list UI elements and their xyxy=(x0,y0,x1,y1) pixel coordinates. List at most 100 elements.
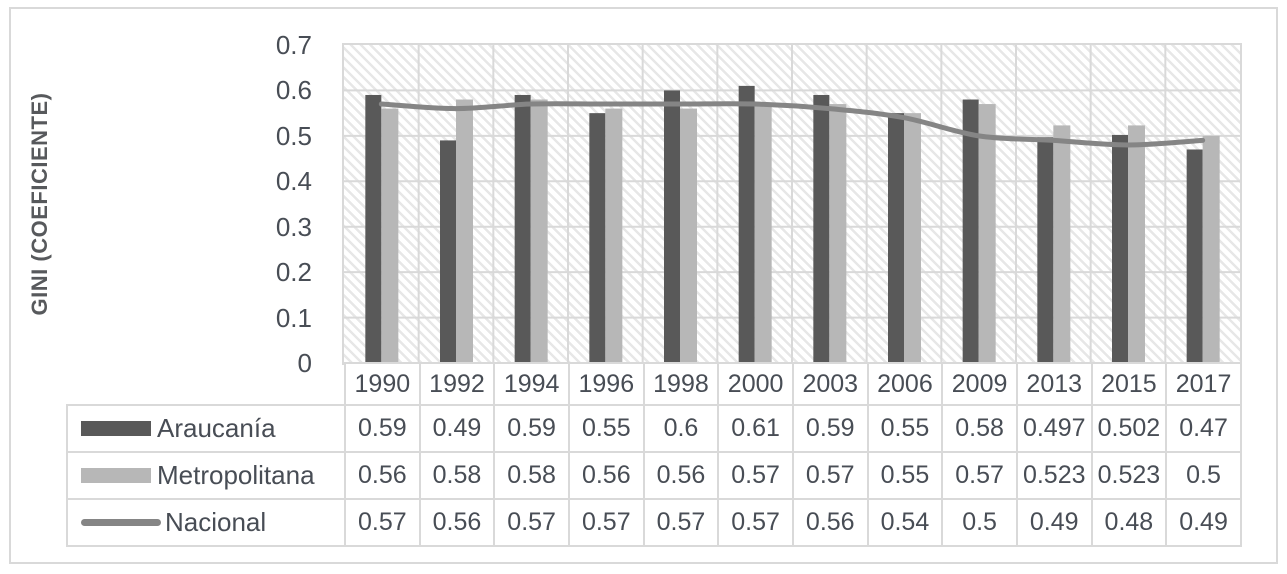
metropolitana-bar-swatch xyxy=(81,468,151,483)
cell-araucania-2015: 0.502 xyxy=(1090,404,1168,453)
table-row-nacional: Nacional 0.57 0.56 0.57 0.57 0.57 0.57 0.56 0.54… xyxy=(66,498,1242,547)
cell-araucania-1990: 0.59 xyxy=(344,404,421,453)
y-tick-0.6: 0.6 xyxy=(275,75,312,106)
year-header-2003: 2003 xyxy=(791,362,869,406)
cell-metropolitana-2000: 0.57 xyxy=(717,451,794,500)
y-tick-0.3: 0.3 xyxy=(275,211,312,242)
cell-araucania-2009: 0.58 xyxy=(941,404,1018,453)
nacional-line-swatch xyxy=(81,519,161,526)
cell-nacional-2009: 0.5 xyxy=(941,498,1018,547)
metropolitana-bar-2000 xyxy=(754,104,772,363)
legend-entry-nacional: Nacional xyxy=(69,507,343,538)
araucania-bar-1998 xyxy=(664,90,680,363)
legend-entry-metropolitana: Metropolitana xyxy=(69,460,343,491)
plot-area xyxy=(342,43,1242,365)
araucania-bar-1990 xyxy=(365,94,382,363)
araucania-bar-2009 xyxy=(962,99,979,363)
year-header-1992: 1992 xyxy=(418,362,496,406)
table-row-araucania: Araucanía 0.59 0.49 0.59 0.55 0.6 0.61 0.59 0.55… xyxy=(66,404,1242,453)
cell-araucania-1994: 0.59 xyxy=(493,404,570,453)
data-table: 1990 1992 1994 1996 1998 2000 2003 2006 2009 2013… xyxy=(66,362,1242,547)
araucania-bar-2003 xyxy=(813,94,830,363)
metropolitana-bar-2009 xyxy=(978,104,996,363)
metropolitana-bar-2013 xyxy=(1053,125,1071,363)
araucania-bar-2000 xyxy=(738,85,755,363)
cell-metropolitana-2003: 0.57 xyxy=(791,451,869,500)
cell-araucania-2000: 0.61 xyxy=(717,404,794,453)
cell-nacional-2013: 0.49 xyxy=(1015,498,1093,547)
cell-nacional-2017: 0.49 xyxy=(1165,498,1242,547)
cell-metropolitana-2009: 0.57 xyxy=(941,451,1018,500)
legend-label-nacional: Nacional xyxy=(165,507,267,537)
year-header-2013: 2013 xyxy=(1015,362,1093,406)
cell-metropolitana-1996: 0.56 xyxy=(567,451,645,500)
legend-entry-araucania: Araucanía xyxy=(69,413,343,444)
cell-araucania-1998: 0.6 xyxy=(642,404,720,453)
cell-nacional-1992: 0.56 xyxy=(418,498,496,547)
legend-label-araucania: Araucanía xyxy=(157,413,276,443)
cell-nacional-1990: 0.57 xyxy=(344,498,421,547)
cell-nacional-2015: 0.48 xyxy=(1090,498,1168,547)
araucania-bar-2013 xyxy=(1037,137,1054,363)
metropolitana-bar-1998 xyxy=(680,108,697,363)
cell-metropolitana-1994: 0.58 xyxy=(493,451,570,500)
cell-nacional-2003: 0.56 xyxy=(791,498,869,547)
araucania-bar-2015 xyxy=(1112,134,1128,363)
table-row-metropolitana: Metropolitana 0.56 0.58 0.58 0.56 0.56 0.57 0.5… xyxy=(66,451,1242,500)
y-axis-title-box: GINI (COEFICIENTE) xyxy=(16,43,64,365)
year-header-2009: 2009 xyxy=(941,362,1018,406)
metropolitana-bar-2003 xyxy=(829,104,847,363)
y-tick-0: 0 xyxy=(297,348,312,378)
cell-metropolitana-2015: 0.523 xyxy=(1090,451,1168,500)
cell-nacional-2006: 0.54 xyxy=(866,498,944,547)
cell-metropolitana-2006: 0.55 xyxy=(866,451,944,500)
araucania-bar-swatch xyxy=(81,421,151,436)
year-header-1994: 1994 xyxy=(493,362,570,406)
year-header-2000: 2000 xyxy=(717,362,794,406)
year-header-2015: 2015 xyxy=(1090,362,1168,406)
cell-nacional-1996: 0.57 xyxy=(567,498,645,547)
cell-metropolitana-1992: 0.58 xyxy=(418,451,496,500)
cell-metropolitana-1990: 0.56 xyxy=(344,451,421,500)
y-tick-0.7: 0.7 xyxy=(275,30,312,60)
y-tick-0.4: 0.4 xyxy=(275,166,312,197)
year-header-1998: 1998 xyxy=(642,362,720,406)
metropolitana-bar-2015 xyxy=(1128,125,1145,363)
metropolitana-bar-2006 xyxy=(904,113,921,363)
cell-metropolitana-1998: 0.56 xyxy=(642,451,720,500)
araucania-bar-1996 xyxy=(589,113,606,363)
table-row-years: 1990 1992 1994 1996 1998 2000 2003 2006 2009 2013… xyxy=(67,362,1242,406)
year-header-2017: 2017 xyxy=(1165,362,1242,406)
cell-araucania-1996: 0.55 xyxy=(567,404,645,453)
metropolitana-bar-1992 xyxy=(456,99,473,363)
legend-cell-metropolitana: Metropolitana xyxy=(66,451,346,500)
metropolitana-bar-1994 xyxy=(530,99,548,363)
cell-araucania-1992: 0.49 xyxy=(418,404,496,453)
cell-metropolitana-2013: 0.523 xyxy=(1015,451,1093,500)
cell-nacional-1994: 0.57 xyxy=(493,498,570,547)
metropolitana-bar-2017 xyxy=(1202,135,1220,363)
araucania-bar-1992 xyxy=(440,140,456,363)
cell-nacional-1998: 0.57 xyxy=(642,498,720,547)
cell-araucania-2013: 0.497 xyxy=(1015,404,1093,453)
nacional-line xyxy=(378,101,1206,148)
legend-cell-nacional: Nacional xyxy=(66,498,346,547)
legend-cell-araucania: Araucanía xyxy=(66,404,346,453)
cell-nacional-2000: 0.57 xyxy=(717,498,794,547)
y-tick-0.5: 0.5 xyxy=(275,120,312,151)
legend-label-metropolitana: Metropolitana xyxy=(157,460,315,490)
araucania-bar-2006 xyxy=(888,113,904,363)
cell-metropolitana-2017: 0.5 xyxy=(1165,451,1242,500)
chart-canvas xyxy=(344,45,1240,363)
y-tick-0.1: 0.1 xyxy=(275,302,312,333)
cell-araucania-2006: 0.55 xyxy=(866,404,944,453)
cell-araucania-2017: 0.47 xyxy=(1165,404,1242,453)
metropolitana-bar-1996 xyxy=(605,108,623,363)
cell-araucania-2003: 0.59 xyxy=(791,404,869,453)
year-header-1996: 1996 xyxy=(567,362,645,406)
year-header-2006: 2006 xyxy=(866,362,944,406)
y-tick-0.2: 0.2 xyxy=(275,257,312,288)
year-header-1990: 1990 xyxy=(344,362,421,406)
metropolitana-bar-1990 xyxy=(381,108,399,363)
